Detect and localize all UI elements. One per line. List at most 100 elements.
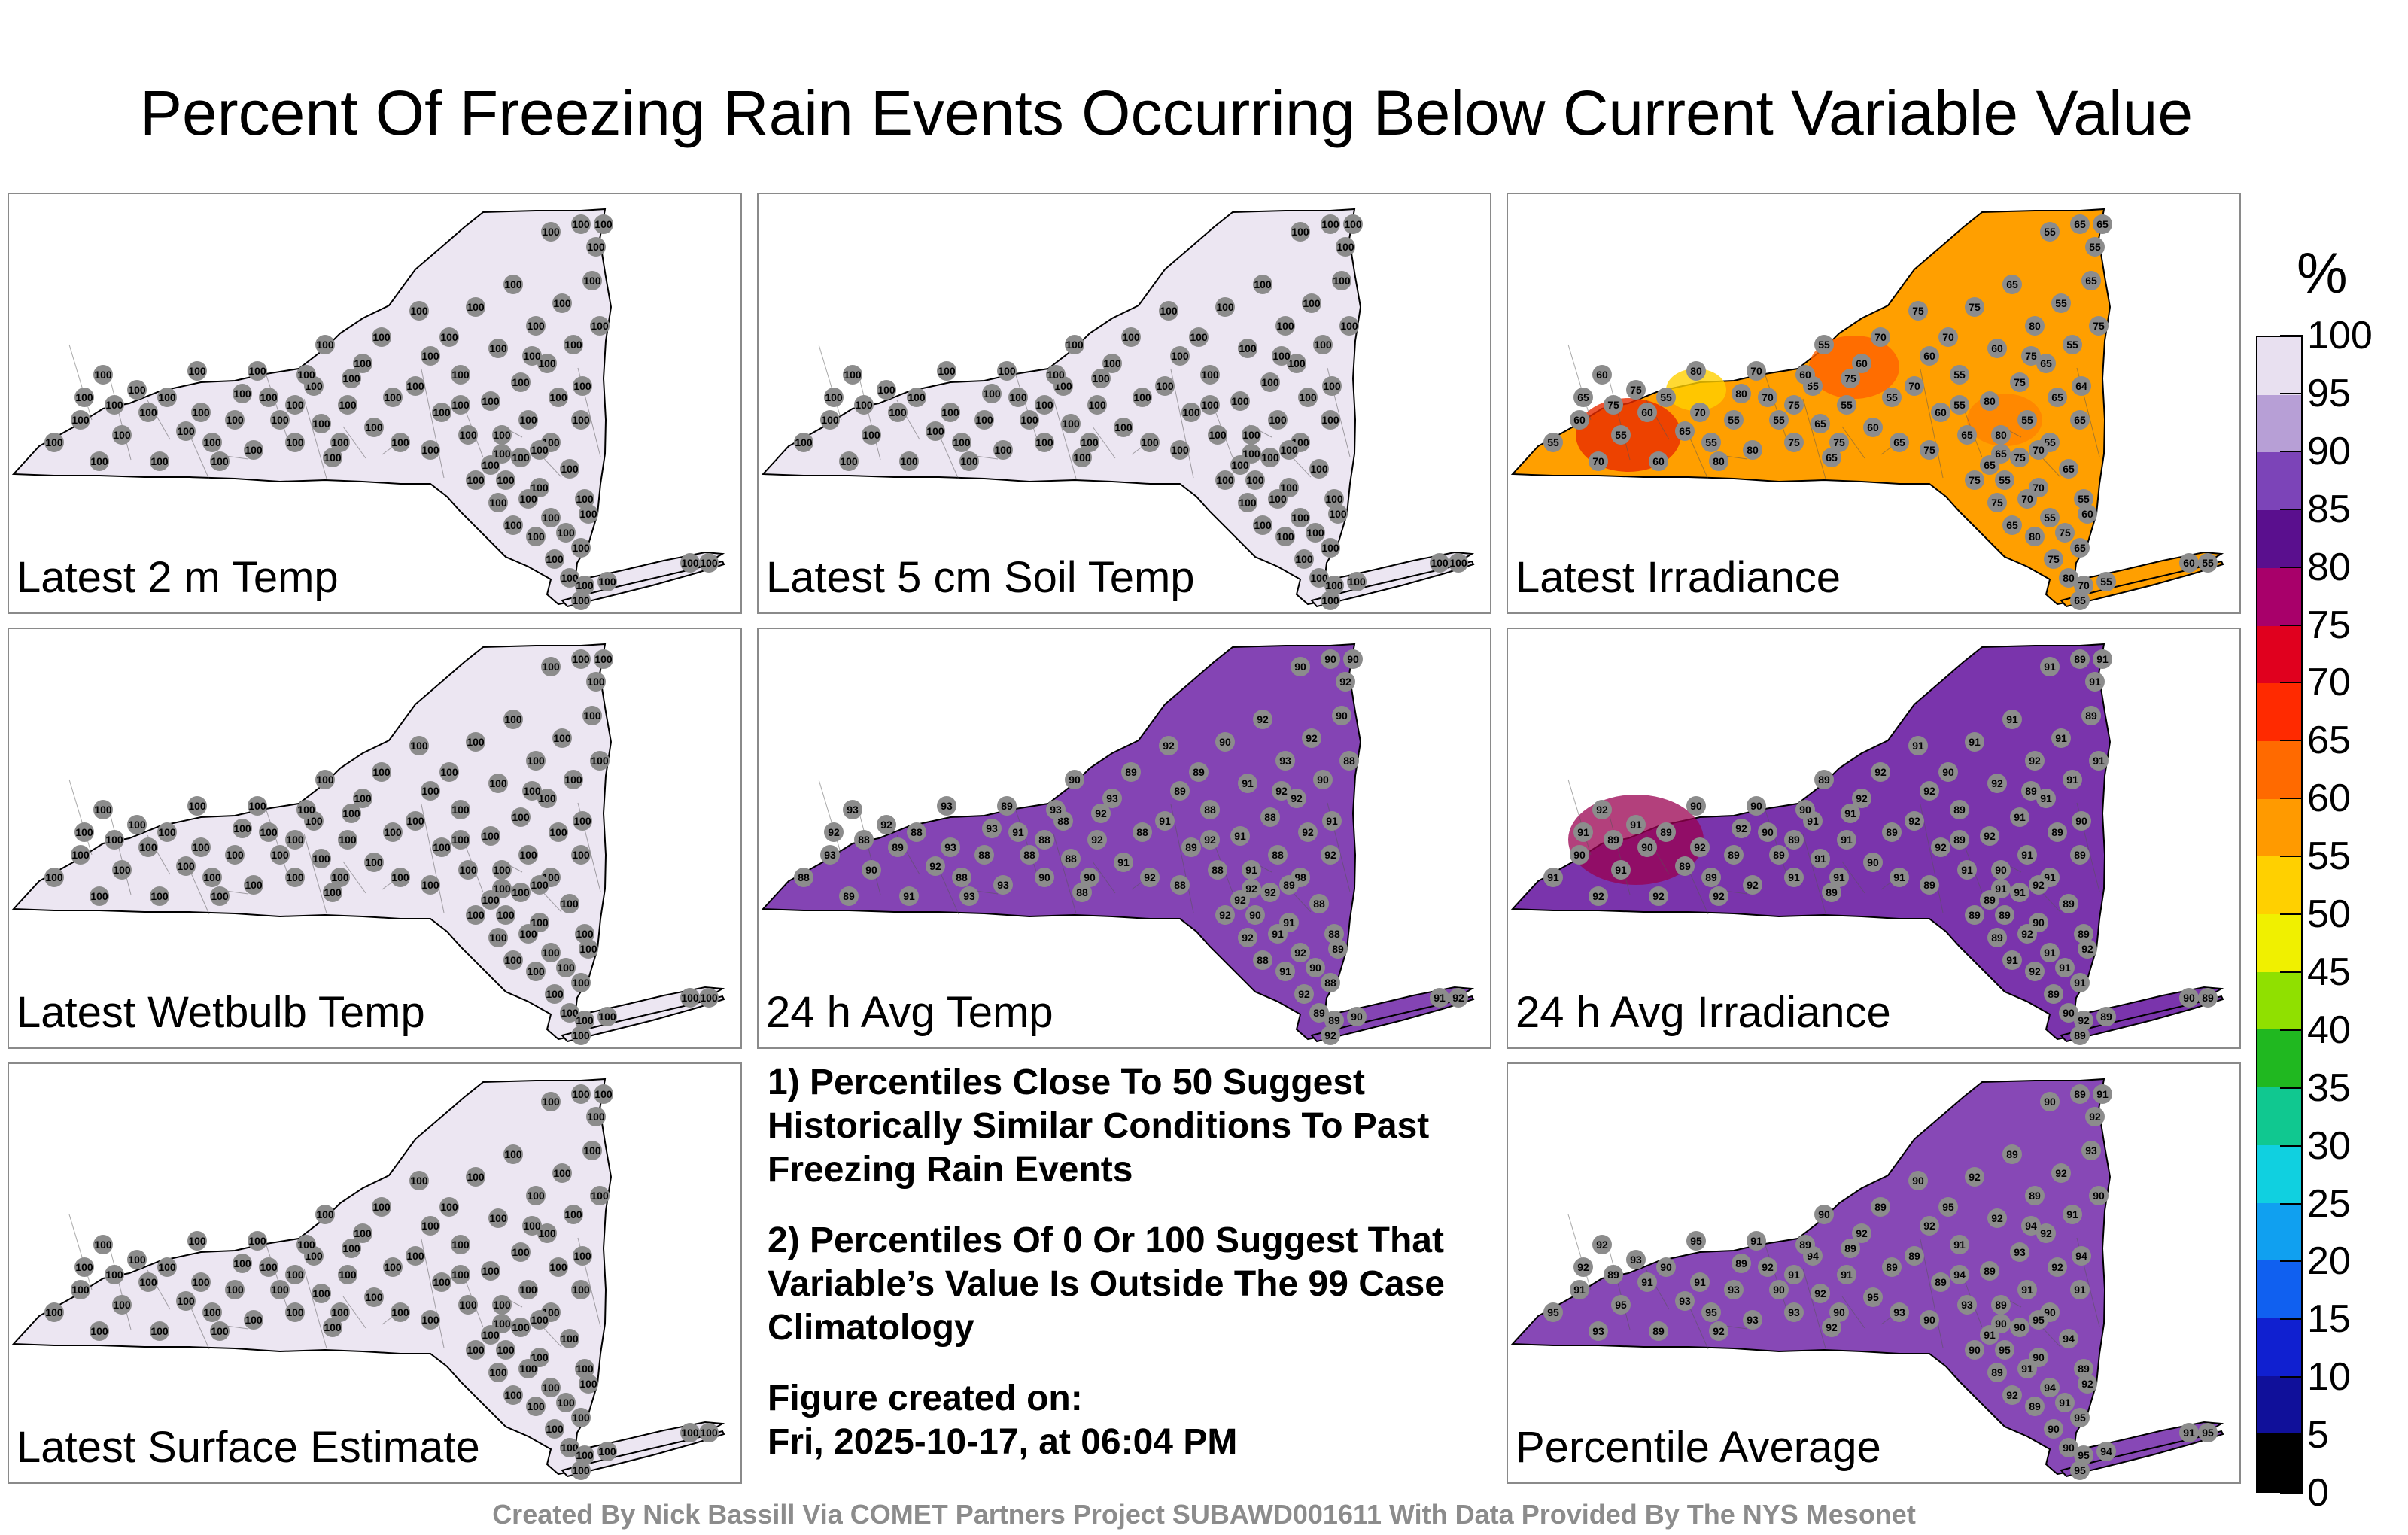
county-line [1607,807,1631,895]
station-marker [2093,649,2112,669]
station-value: 100 [365,1291,383,1303]
station-value: 100 [557,1397,575,1409]
station-marker [1200,395,1220,415]
station-value: 91 [1995,883,2007,895]
station-value: 100 [331,871,349,883]
station-marker [312,414,331,433]
station-marker [2017,410,2037,430]
station-marker [1321,214,1340,234]
station-value: 100 [557,962,575,974]
station-marker [2074,1359,2093,1378]
station-marker [1829,1302,1849,1322]
station-marker [421,1310,440,1330]
station-value: 89 [2074,1029,2086,1041]
station-value: 91 [1844,807,1856,819]
county-line [1053,833,1077,914]
station-marker [1747,1231,1766,1251]
station-marker [522,346,542,366]
station-value: 65 [2074,218,2086,230]
station-marker [1573,388,1593,407]
station-marker [2017,489,2037,509]
station-value: 100 [497,1344,515,1356]
station-value: 100 [90,1325,108,1337]
station-value: 60 [1641,406,1653,418]
station-marker [2085,1107,2105,1126]
station-value: 100 [354,792,372,804]
colorbar-tick-mark [2280,1202,2303,1205]
station-value: 88 [1136,826,1148,838]
station-value: 91 [2021,1363,2033,1375]
station-value: 93 [1050,804,1062,816]
station-marker [330,1302,350,1322]
station-value: 100 [591,1190,609,1202]
station-marker [1908,736,1928,755]
station-value: 90 [1309,962,1321,974]
station-marker [1253,710,1272,729]
station-marker [1321,1026,1340,1045]
station-value: 100 [342,807,360,819]
station-value: 100 [1291,512,1309,524]
station-marker [594,214,613,234]
station-value: 92 [2089,1111,2101,1123]
station-value: 100 [1171,444,1189,456]
station-marker [1690,837,1710,857]
station-value: 89 [2025,785,2037,797]
station-value: 75 [1788,399,1800,411]
station-value: 91 [1750,1235,1762,1247]
station-value: 92 [2006,1389,2018,1401]
station-marker [511,807,531,827]
colorbar-tick-label: 75 [2307,603,2351,647]
station-value: 90 [2014,1321,2026,1333]
station-value: 100 [316,774,334,786]
station-marker [794,868,813,887]
station-value: 93 [963,890,975,902]
station-marker [2059,1438,2078,1457]
station-value: 100 [523,350,541,362]
station-marker [176,1291,196,1311]
note-1: 1) Percentiles Close To 50 Suggest Histo… [768,1062,1430,1190]
station-value: 80 [1713,455,1725,467]
station-value: 100 [557,527,575,539]
station-value: 100 [1333,275,1351,287]
station-marker [511,372,531,392]
station-value: 90 [1690,800,1702,812]
station-value: 100 [489,497,507,509]
station-marker [2059,1003,2078,1023]
station-value: 89 [2085,710,2097,722]
station-marker [1159,301,1178,321]
station-value: 94 [2100,1445,2112,1457]
station-marker [526,751,546,771]
station-marker [2044,984,2063,1004]
station-value: 100 [150,890,169,902]
station-value: 100 [587,1111,605,1123]
station-marker [323,1318,342,1337]
station-marker [952,433,971,452]
station-marker [1570,1280,1589,1299]
station-value: 60 [2183,557,2195,569]
station-marker [1324,924,1344,944]
station-value: 100 [467,1344,485,1356]
station-value: 93 [2085,1144,2097,1157]
station-value: 90 [1351,1011,1363,1023]
station-value: 92 [2029,755,2041,767]
station-marker [571,410,591,430]
county-line [108,372,132,460]
station-marker [541,657,561,676]
station-value: 100 [561,463,579,475]
station-marker [2059,894,2078,913]
station-value: 100 [1344,218,1362,230]
station-marker [296,365,316,385]
station-marker [2074,1445,2093,1465]
station-value: 100 [542,226,560,238]
station-marker [1649,1321,1668,1341]
station-value: 100 [271,1284,289,1296]
station-value: 92 [1302,826,1314,838]
station-marker [1957,1295,1977,1315]
value-shading [1666,369,1726,411]
station-marker [1589,1321,1608,1341]
station-marker [1769,410,1789,430]
station-value: 91 [1245,864,1257,876]
station-marker [571,538,591,558]
station-value: 90 [1995,1318,2007,1330]
station-value: 75 [2059,527,2071,539]
